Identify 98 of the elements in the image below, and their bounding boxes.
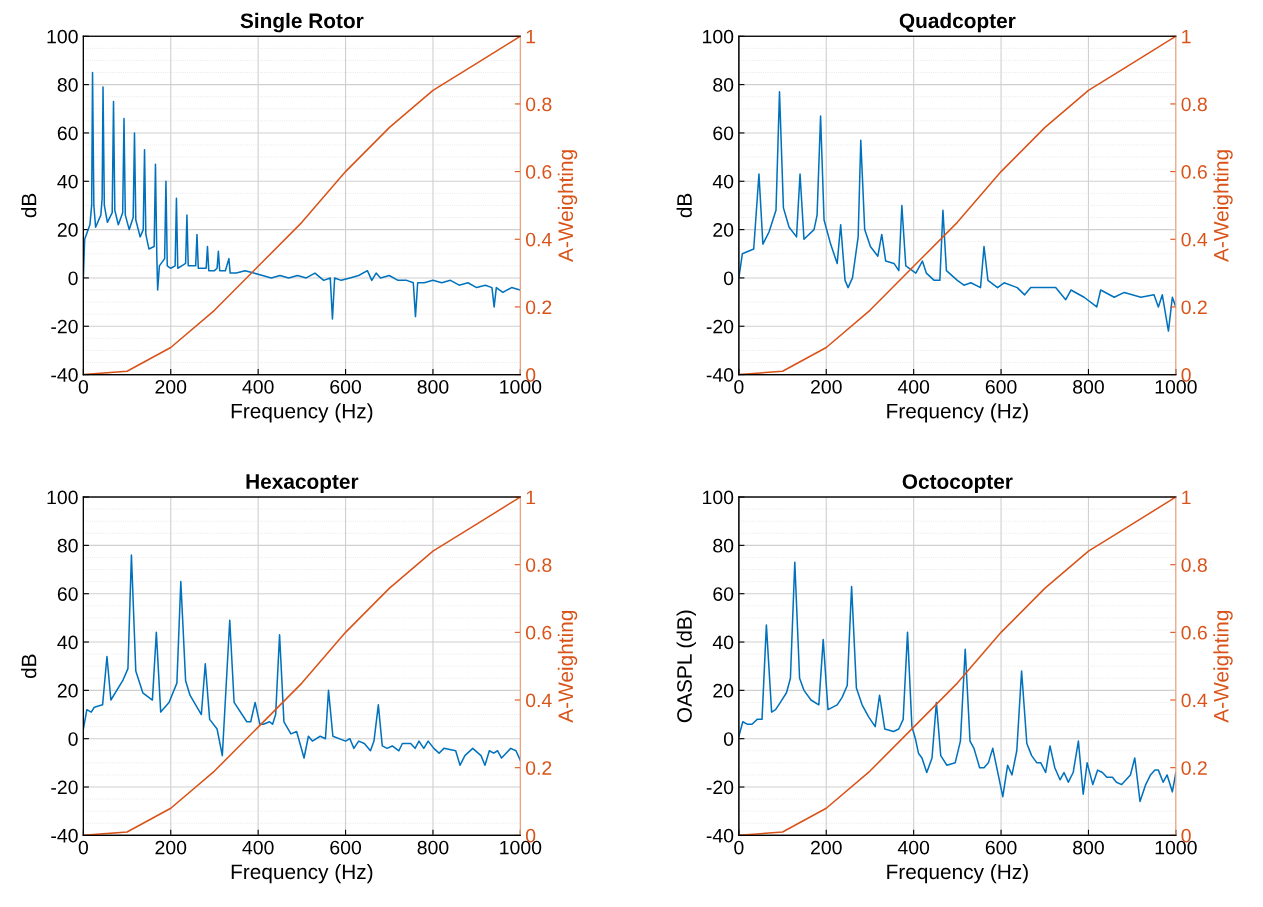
x-tick-label: 400 (242, 840, 274, 855)
y2-tick-label: 0.4 (1181, 232, 1208, 247)
x-tick-label: 0 (78, 840, 88, 855)
x-axis-title: Frequency (Hz) (887, 403, 1028, 423)
line-series (83, 71, 521, 320)
y2-tick-label: 0.6 (1181, 625, 1207, 640)
y-tick-label: 100 (703, 490, 734, 505)
y2-tick-label: 0 (1181, 368, 1191, 382)
chart-title: Octocopter (902, 474, 1013, 494)
y-tick-label: 100 (47, 490, 78, 505)
y2-tick-label: 0.4 (525, 693, 552, 708)
y-tick-label: 0 (723, 271, 734, 286)
x-tick-label: 600 (985, 379, 1017, 394)
y-tick-label: 80 (713, 538, 734, 553)
y2-tick-label: 1 (526, 29, 536, 44)
y-axis-title: dB (21, 193, 37, 218)
y2-tick-label: 0.6 (525, 625, 552, 640)
y-tick-label: 40 (57, 635, 78, 650)
y-tick-label: -20 (51, 319, 78, 334)
y2-tick-label: 0.8 (525, 558, 552, 572)
y-tick-label: 100 (703, 29, 734, 44)
y-tick-label: -20 (706, 319, 734, 334)
x-tick-label: 200 (155, 840, 187, 855)
y2-tick-label: 0.2 (1181, 761, 1207, 775)
y-tick-label: 20 (57, 223, 78, 237)
x-tick-label: 400 (242, 379, 274, 394)
chart-title: Quadcopter (899, 12, 1016, 33)
y-tick-label: 0 (68, 732, 78, 746)
x-tick-label: 800 (1073, 379, 1104, 394)
y-tick-label: 20 (57, 683, 78, 698)
y-tick-label: 40 (57, 174, 78, 189)
y2-axis-title: A-Weighting (1213, 150, 1233, 262)
y-axis-title: dB (676, 193, 692, 218)
x-tick-label: 1000 (1155, 379, 1197, 394)
y-tick-label: 20 (713, 683, 734, 698)
y2-tick-label: 0.8 (1181, 558, 1207, 572)
y-tick-label: -40 (706, 368, 734, 382)
y-tick-label: -40 (51, 368, 78, 382)
x-tick-label: 0 (734, 840, 744, 855)
y2-tick-label: 1 (1182, 29, 1191, 44)
x-tick-label: 1000 (500, 379, 542, 394)
line-series (738, 497, 1176, 836)
y-tick-label: 0 (68, 271, 78, 286)
x-axis-title: Frequency (Hz) (887, 863, 1028, 884)
line-series (83, 497, 521, 836)
y-tick-label: 60 (57, 587, 78, 601)
y-tick-label: 100 (47, 29, 78, 44)
y-tick-label: 40 (712, 174, 734, 189)
x-axis-title: Frequency (Hz) (231, 403, 373, 423)
y2-axis-title: A-Weighting (557, 610, 578, 723)
line-series (738, 561, 1176, 803)
y2-tick-label: 0.6 (1181, 165, 1207, 179)
y-tick-label: 80 (713, 78, 734, 92)
y-tick-label: -20 (706, 780, 734, 795)
x-tick-label: 200 (811, 379, 842, 394)
y2-axis-title: A-Weighting (1213, 610, 1233, 723)
y2-tick-label: 0.6 (525, 165, 552, 179)
y-tick-label: -40 (51, 828, 78, 843)
x-tick-label: 0 (734, 379, 744, 394)
y-tick-label: -40 (706, 828, 734, 843)
y2-tick-label: 0.2 (525, 761, 552, 775)
x-tick-label: 600 (985, 840, 1017, 855)
y2-tick-label: 1 (526, 490, 536, 505)
line-series (738, 91, 1176, 332)
x-tick-label: 800 (1073, 840, 1104, 855)
x-tick-label: 800 (417, 379, 449, 394)
y-axis-title: dB (21, 654, 37, 679)
x-axis-title: Frequency (Hz) (231, 863, 373, 884)
y-tick-label: 80 (57, 78, 78, 92)
x-tick-label: 0 (78, 379, 88, 394)
x-tick-label: 400 (897, 379, 930, 394)
x-tick-label: 600 (330, 379, 362, 394)
y-axis-title: OASPL (dB) (676, 610, 696, 723)
x-tick-label: 400 (897, 840, 930, 855)
chart-title: Single Rotor (240, 12, 364, 33)
y2-tick-label: 1 (1182, 490, 1191, 505)
y2-tick-label: 0.8 (525, 97, 552, 112)
y2-tick-label: 0.2 (525, 300, 552, 315)
y-tick-label: 20 (713, 223, 734, 237)
y-tick-label: 0 (723, 732, 734, 746)
y2-tick-label: 0.4 (1181, 693, 1208, 708)
y2-tick-label: 0.4 (525, 232, 552, 247)
y-tick-label: 60 (713, 587, 734, 601)
x-tick-label: 200 (155, 379, 187, 394)
y-tick-label: 80 (57, 538, 78, 553)
y-tick-label: 60 (713, 126, 734, 141)
y2-tick-label: 0.2 (1181, 300, 1207, 315)
x-tick-label: 200 (811, 840, 842, 855)
x-tick-label: 800 (417, 840, 449, 855)
y2-axis-title: A-Weighting (557, 150, 578, 262)
y2-tick-label: 0.8 (1181, 97, 1207, 112)
y-tick-label: 60 (57, 126, 78, 141)
y-tick-label: -20 (51, 780, 78, 795)
y2-tick-label: 0 (525, 368, 536, 382)
line-series (83, 554, 521, 767)
y-tick-label: 40 (712, 635, 734, 650)
chart-title: Hexacopter (246, 474, 359, 494)
x-tick-label: 600 (330, 840, 362, 855)
